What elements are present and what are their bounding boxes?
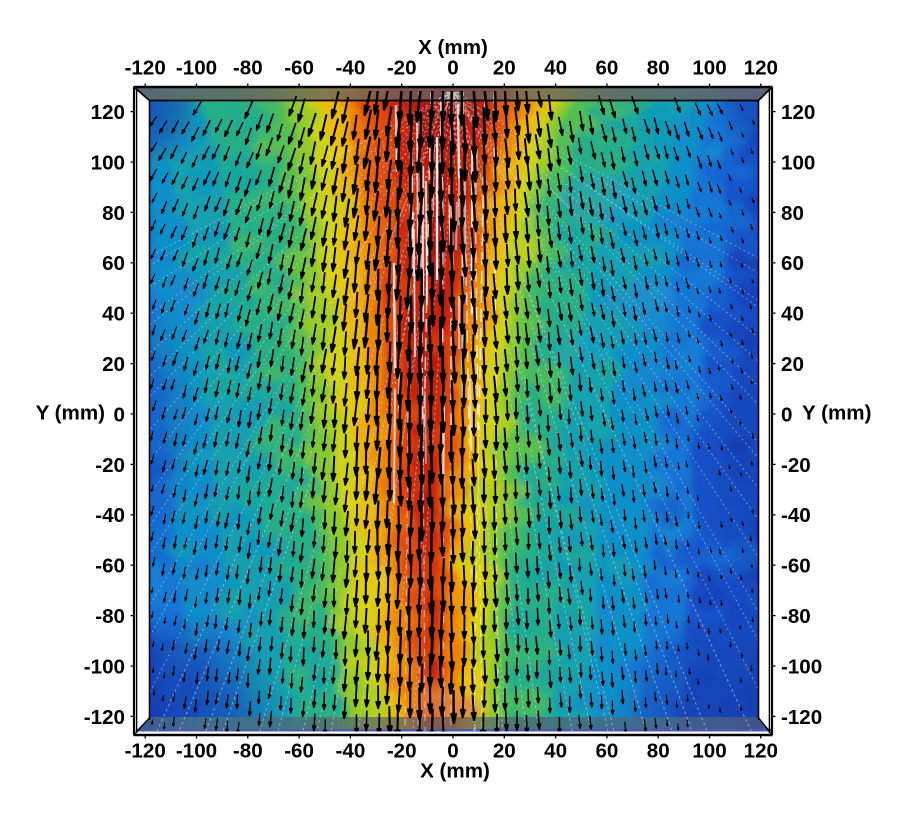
- svg-text:-40: -40: [95, 504, 125, 527]
- svg-text:-60: -60: [781, 555, 811, 578]
- svg-text:80: 80: [781, 202, 804, 225]
- svg-text:-80: -80: [233, 740, 263, 763]
- svg-text:40: 40: [544, 740, 567, 763]
- svg-text:60: 60: [595, 740, 618, 763]
- svg-text:X (mm): X (mm): [418, 36, 488, 59]
- svg-text:100: 100: [91, 151, 125, 174]
- svg-text:-40: -40: [336, 57, 366, 80]
- svg-text:80: 80: [647, 740, 670, 763]
- svg-text:-120: -120: [125, 740, 166, 763]
- svg-text:-40: -40: [336, 740, 366, 763]
- svg-text:120: 120: [91, 101, 125, 124]
- svg-text:120: 120: [781, 101, 815, 124]
- svg-text:-120: -120: [84, 706, 125, 729]
- svg-text:20: 20: [493, 740, 516, 763]
- svg-text:0: 0: [447, 740, 458, 763]
- svg-text:20: 20: [781, 353, 804, 376]
- svg-text:0: 0: [447, 57, 458, 80]
- svg-text:-120: -120: [781, 706, 822, 729]
- svg-text:-100: -100: [176, 57, 217, 80]
- svg-text:100: 100: [692, 740, 726, 763]
- svg-text:-80: -80: [95, 605, 125, 628]
- svg-text:20: 20: [102, 353, 125, 376]
- svg-text:100: 100: [781, 151, 815, 174]
- svg-text:120: 120: [744, 740, 778, 763]
- svg-text:20: 20: [493, 57, 516, 80]
- svg-text:-80: -80: [233, 57, 263, 80]
- svg-text:120: 120: [744, 57, 778, 80]
- svg-text:60: 60: [595, 57, 618, 80]
- svg-text:60: 60: [781, 252, 804, 275]
- svg-text:80: 80: [647, 57, 670, 80]
- svg-text:-60: -60: [284, 57, 314, 80]
- svg-text:-20: -20: [387, 57, 417, 80]
- svg-text:40: 40: [102, 303, 125, 326]
- svg-text:-60: -60: [95, 555, 125, 578]
- svg-text:Y (mm): Y (mm): [36, 401, 105, 424]
- svg-text:40: 40: [781, 303, 804, 326]
- svg-text:-80: -80: [781, 605, 811, 628]
- svg-text:-100: -100: [781, 655, 822, 678]
- svg-text:40: 40: [544, 57, 567, 80]
- svg-text:100: 100: [692, 57, 726, 80]
- svg-text:-100: -100: [176, 740, 217, 763]
- svg-text:-20: -20: [387, 740, 417, 763]
- svg-text:-20: -20: [781, 454, 811, 477]
- svg-text:-40: -40: [781, 504, 811, 527]
- svg-text:Y (mm): Y (mm): [802, 401, 871, 424]
- svg-text:-60: -60: [284, 740, 314, 763]
- svg-text:X (mm): X (mm): [420, 759, 490, 782]
- svg-text:0: 0: [114, 403, 125, 426]
- svg-text:-100: -100: [84, 655, 125, 678]
- svg-text:0: 0: [781, 403, 792, 426]
- svg-text:-20: -20: [95, 454, 125, 477]
- svg-text:80: 80: [102, 202, 125, 225]
- svg-text:-120: -120: [125, 57, 166, 80]
- svg-text:60: 60: [102, 252, 125, 275]
